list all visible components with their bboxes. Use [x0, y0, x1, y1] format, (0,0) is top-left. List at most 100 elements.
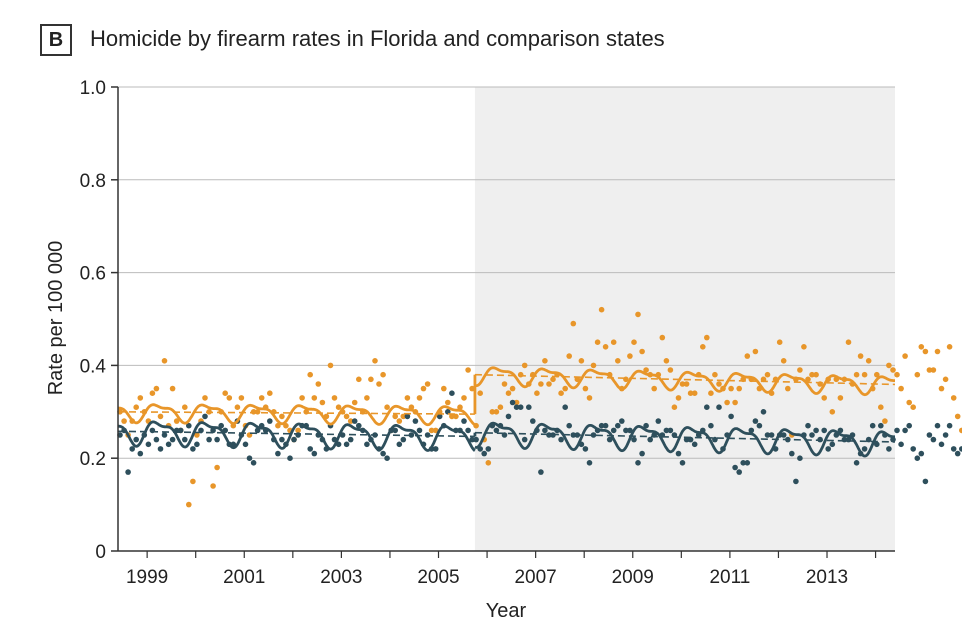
comparison-seasonal-fit — [474, 421, 896, 458]
comparison-point — [493, 427, 500, 434]
comparison-point — [667, 427, 674, 434]
y-axis-label: Rate per 100 000 — [45, 241, 67, 396]
comparison-point — [542, 427, 548, 434]
florida-point — [400, 413, 407, 420]
comparison-point — [396, 441, 403, 448]
florida-point — [513, 399, 520, 406]
comparison-point — [748, 427, 755, 434]
comparison-point — [481, 450, 488, 457]
florida-point — [809, 371, 815, 378]
florida-point — [930, 367, 937, 373]
florida-point — [570, 320, 577, 327]
comparison-point — [449, 390, 455, 397]
comparison-point — [736, 469, 742, 475]
florida-point — [861, 371, 868, 378]
x-tick-label: 2001 — [223, 567, 265, 588]
florida-point — [805, 376, 811, 383]
comparison-point — [380, 450, 386, 457]
comparison-point — [287, 455, 293, 462]
florida-point — [829, 409, 836, 415]
florida-point — [598, 306, 605, 313]
florida-point — [428, 427, 435, 434]
x-tick-label: 2003 — [320, 567, 362, 588]
florida-point — [453, 413, 459, 420]
comparison-point — [886, 446, 892, 452]
florida-point — [708, 390, 714, 397]
florida-point — [327, 362, 334, 369]
comparison-point — [683, 436, 690, 443]
florida-point — [736, 385, 742, 392]
comparison-point — [530, 418, 536, 424]
florida-point — [898, 385, 904, 392]
comparison-point — [364, 441, 370, 448]
florida-point — [505, 390, 512, 397]
comparison-point — [582, 446, 589, 452]
florida-point — [886, 362, 892, 369]
florida-point — [441, 385, 447, 392]
comparison-point — [853, 460, 860, 466]
florida-point — [683, 381, 690, 387]
comparison-point — [182, 436, 188, 443]
comparison-point — [465, 427, 471, 434]
comparison-point — [635, 460, 641, 466]
florida-point — [764, 371, 771, 378]
florida-point — [331, 395, 338, 401]
comparison-point — [934, 422, 941, 429]
comparison-point — [809, 432, 815, 438]
comparison-point — [590, 432, 597, 438]
florida-point — [542, 358, 548, 364]
florida-point — [222, 390, 228, 397]
florida-point — [194, 432, 200, 438]
florida-point — [157, 413, 164, 420]
comparison-point — [708, 422, 714, 429]
comparison-point — [194, 441, 200, 448]
florida-point — [546, 381, 552, 387]
florida-point — [372, 358, 378, 364]
comparison-point — [133, 436, 139, 443]
florida-point — [121, 418, 127, 424]
florida-points — [117, 306, 962, 508]
florida-point — [780, 358, 787, 364]
florida-point — [202, 395, 208, 401]
comparison-point — [631, 436, 637, 443]
fit-lines — [117, 366, 896, 458]
florida-point — [279, 413, 285, 420]
florida-point — [910, 404, 916, 411]
florida-point — [445, 399, 451, 406]
comparison-point — [206, 436, 212, 443]
florida-point — [497, 404, 504, 411]
gridlines — [118, 86, 895, 459]
florida-point — [635, 311, 641, 318]
florida-point — [643, 367, 649, 373]
florida-seasonal-fit — [474, 366, 896, 397]
florida-point — [663, 358, 670, 364]
florida-trend-line — [474, 373, 896, 386]
comparison-point — [732, 464, 738, 471]
florida-point — [627, 353, 633, 359]
comparison-point — [938, 441, 945, 448]
florida-point — [679, 381, 686, 387]
florida-point — [335, 404, 342, 411]
florida-seasonal-fit — [117, 403, 476, 427]
florida-point — [465, 367, 471, 373]
comparison-point — [250, 460, 257, 466]
comparison-point — [813, 427, 819, 434]
florida-point — [922, 348, 929, 355]
x-tick-label: 1999 — [126, 567, 168, 588]
comparison-point — [469, 436, 475, 443]
comparison-point — [756, 422, 763, 429]
florida-point — [732, 399, 738, 406]
florida-point — [493, 409, 500, 415]
comparison-point — [764, 432, 771, 438]
comparison-point — [129, 446, 135, 452]
florida-point — [926, 367, 933, 373]
florida-point — [882, 418, 888, 424]
comparison-point — [432, 446, 439, 452]
comparison-point — [517, 404, 524, 411]
florida-point — [485, 460, 492, 466]
florida-point — [902, 353, 908, 359]
comparison-point — [752, 418, 759, 424]
florida-point — [651, 385, 657, 392]
comparison-point — [408, 432, 415, 438]
